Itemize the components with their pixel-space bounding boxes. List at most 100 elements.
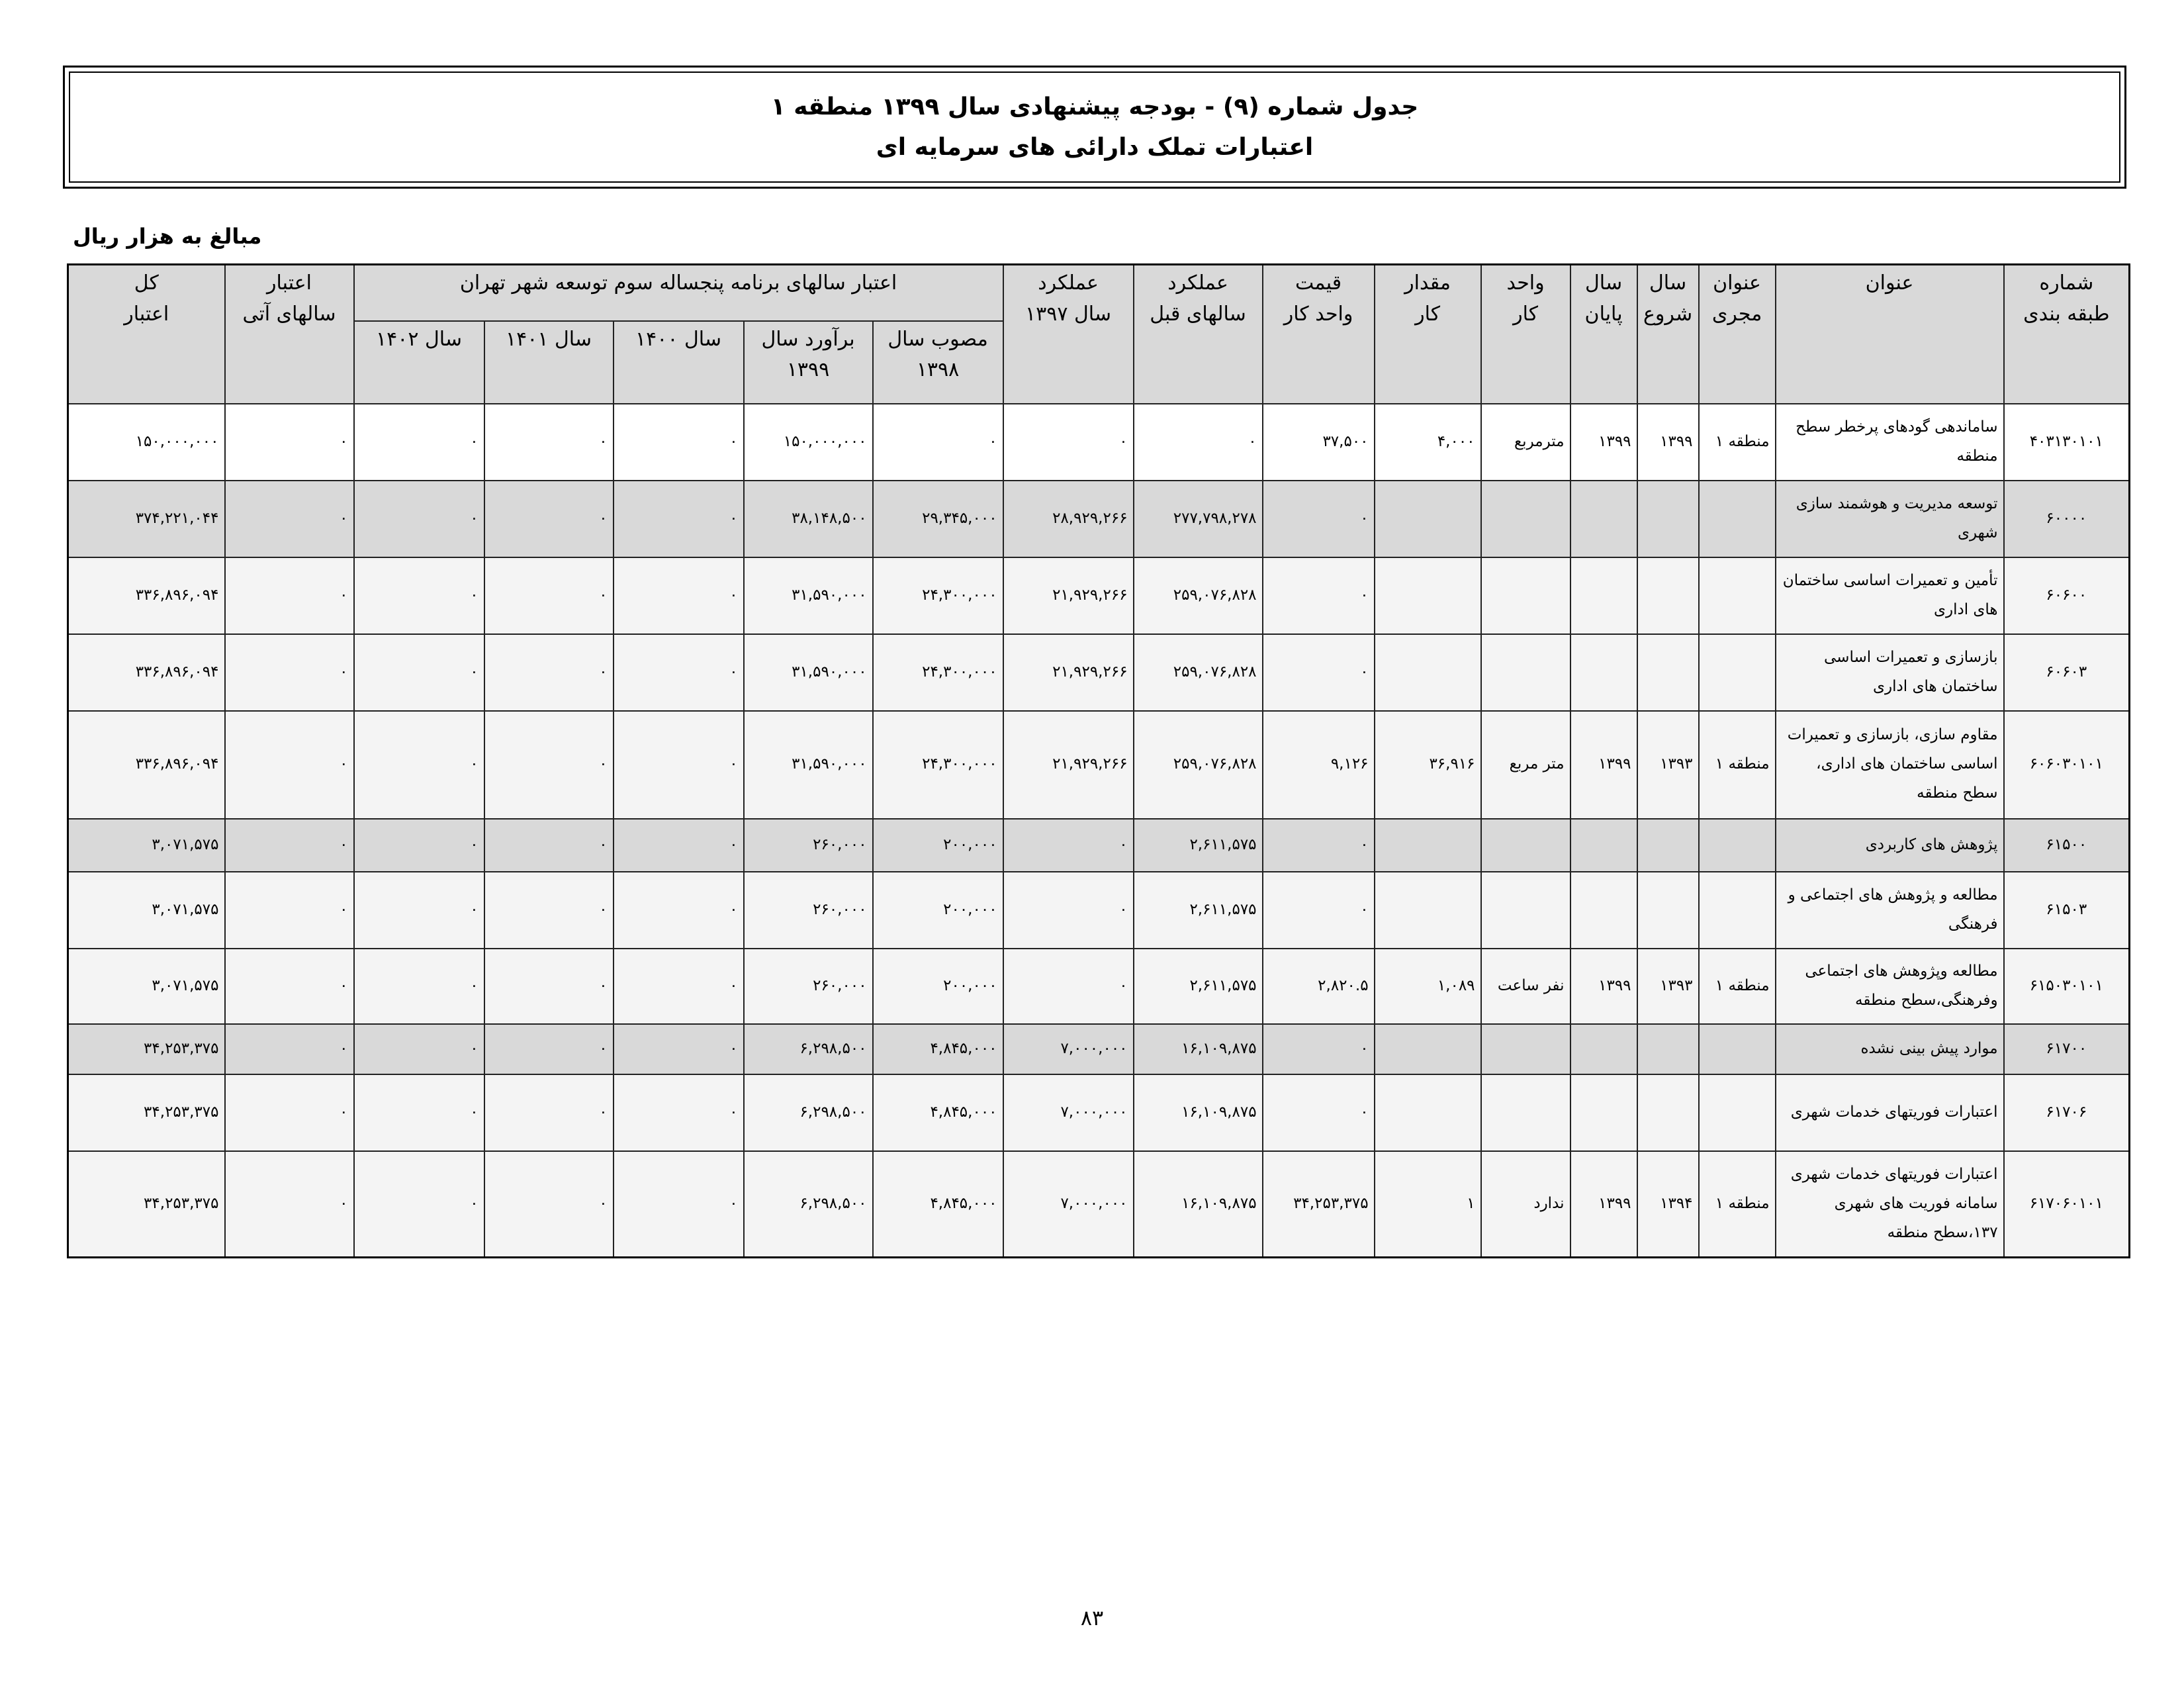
table-cell: ۰ <box>353 870 485 949</box>
table-cell: تأمین و تعمیرات اساسی ساختمان های اداری <box>1774 556 2005 635</box>
table-cell <box>1480 633 1571 712</box>
table-cell: ۲۰۰,۰۰۰ <box>872 818 1004 872</box>
table-cell <box>1569 556 1638 635</box>
header-text-line: عنوان <box>1865 271 1914 295</box>
table-cell <box>1480 1023 1571 1075</box>
table-cell: ۷,۰۰۰,۰۰۰ <box>1002 1023 1134 1075</box>
page-number: ۸۳ <box>1080 1605 1104 1630</box>
table-cell: ۲۵۹,۰۷۶,۸۲۸ <box>1132 556 1263 635</box>
budget-table: شماره طبقه بندی عنوان عنوان مجری سال شروع سال پا… <box>67 263 2131 1258</box>
table-cell: ۰ <box>483 710 614 820</box>
header-text-line: قیمت <box>1295 271 1342 295</box>
table-cell: ۰ <box>483 1150 614 1258</box>
header-text-line: شروع <box>1643 302 1693 326</box>
table-cell: ۰ <box>612 818 745 872</box>
header-text-line: سال ۱۴۰۲ <box>375 327 463 351</box>
table-cell <box>1373 479 1482 558</box>
table-cell: ۰ <box>1002 402 1134 481</box>
table-cell: توسعه مدیریت و هوشمند سازی شهری <box>1774 479 2005 558</box>
table-cell: ۴,۸۴۵,۰۰۰ <box>872 1150 1004 1258</box>
table-cell: ۲۰۰,۰۰۰ <box>872 947 1004 1025</box>
header-text-line: واحد کار <box>1283 302 1353 326</box>
header-text-line: سال ۱۳۹۷ <box>1025 302 1112 326</box>
table-cell: ۳۶,۹۱۶ <box>1373 710 1482 820</box>
table-cell: ۰ <box>1261 1023 1375 1075</box>
table-cell: ۰ <box>224 402 355 481</box>
table-cell <box>1480 870 1571 949</box>
header-text-line: اعتبار <box>124 302 169 326</box>
header-text-line: کار <box>1415 302 1440 326</box>
table-cell: متر مربع <box>1480 710 1571 820</box>
table-cell: ۰ <box>1261 556 1375 635</box>
table-cell <box>1569 479 1638 558</box>
subcolumn-header: مصوب سال ۱۳۹۸ <box>872 320 1004 404</box>
table-cell: ۲۹,۳۴۵,۰۰۰ <box>872 479 1004 558</box>
table-cell: ۱,۰۸۹ <box>1373 947 1482 1025</box>
header-text-line: عنوان <box>1713 271 1761 295</box>
table-cell: ۰ <box>353 710 485 820</box>
table-cell <box>1636 633 1700 712</box>
table-cell: ۶۱۵۰۳۰۱۰۱ <box>2003 947 2130 1025</box>
table-cell: ۴,۸۴۵,۰۰۰ <box>872 1073 1004 1152</box>
table-cell: ۳۱,۵۹۰,۰۰۰ <box>743 633 874 712</box>
table-row: ۶۱۵۰۳۰۱۰۱ مطالعه وپژوهش های اجتماعی وفرهن… <box>67 947 2130 1025</box>
table-cell <box>1698 1023 1776 1075</box>
table-cell: ۱۳۹۴ <box>1636 1150 1700 1258</box>
table-cell: منطقه ۱ <box>1698 947 1776 1025</box>
header-subrow: مصوب سال ۱۳۹۸ برآورد سال ۱۳۹۹ سال ۱۴۰۰ سال ۱۴… <box>68 320 2130 404</box>
table-cell: ۶,۲۹۸,۵۰۰ <box>743 1073 874 1152</box>
table-cell: ۰ <box>1002 818 1134 872</box>
table-cell: ۰ <box>224 818 355 872</box>
table-cell: ۳۷,۵۰۰ <box>1261 402 1375 481</box>
table-cell: ۳۳۶,۸۹۶,۰۹۴ <box>67 633 226 712</box>
header-text-line: عملکرد <box>1038 271 1099 295</box>
table-cell: ساماندهی گودهای پرخطر سطح منطقه <box>1774 402 2005 481</box>
table-body: ۴۰۳۱۳۰۱۰۱ ساماندهی گودهای پرخطر سطح منطقه… <box>67 402 2130 1258</box>
table-cell: ۰ <box>483 556 614 635</box>
table-cell <box>1480 479 1571 558</box>
table-cell: ۱۳۹۹ <box>1569 947 1638 1025</box>
table-cell: ۰ <box>612 710 745 820</box>
subcolumn-header: سال ۱۴۰۱ <box>483 320 614 404</box>
title-box: جدول شماره (۹) - بودجه پیشنهادی سال ۱۳۹۹… <box>63 66 2126 189</box>
table-cell: ۰ <box>483 947 614 1025</box>
header-text-line: مجری <box>1711 302 1762 326</box>
table-cell: ۰ <box>224 633 355 712</box>
table-cell <box>1569 633 1638 712</box>
table-cell: ۳۳۶,۸۹۶,۰۹۴ <box>67 710 226 820</box>
header-text-line: عملکرد <box>1167 271 1228 295</box>
table-row: ۶۰۶۰۳۰۱۰۱ مقاوم سازی، بازسازی و تعمیرات ا… <box>67 710 2130 820</box>
table-cell: ۰ <box>1261 633 1375 712</box>
header-row: شماره طبقه بندی عنوان عنوان مجری سال شروع سال پا… <box>67 263 2130 404</box>
header-text-line: کل <box>134 271 159 295</box>
table-cell: ۲,۶۱۱,۵۷۵ <box>1132 870 1263 949</box>
header-text-line: سال ۱۴۰۰ <box>635 327 722 351</box>
table-cell: ۶۰۰۰۰ <box>2003 479 2130 558</box>
table-row: ۶۱۷۰۶ اعتبارات فوریتهای خدمات شهری ۰ ۱۶,۱۰۹… <box>67 1073 2130 1152</box>
table-cell: ندارد <box>1480 1150 1571 1258</box>
table-cell: مقاوم سازی، بازسازی و تعمیرات اساسی ساخت… <box>1774 710 2005 820</box>
table-cell: ۰ <box>612 556 745 635</box>
table-cell: اعتبارات فوریتهای خدمات شهری سامانه فوری… <box>1774 1150 2005 1258</box>
table-cell: ۰ <box>483 479 614 558</box>
table-cell <box>1480 556 1571 635</box>
table-cell: ۹,۱۲۶ <box>1261 710 1375 820</box>
table-cell: ۰ <box>353 633 485 712</box>
table-cell <box>1569 818 1638 872</box>
table-cell <box>1373 870 1482 949</box>
table-cell <box>1636 1073 1700 1152</box>
table-cell: ۰ <box>353 402 485 481</box>
header-text-line: کار <box>1513 302 1538 326</box>
table-cell: ۲۴,۳۰۰,۰۰۰ <box>872 556 1004 635</box>
table-cell: ۰ <box>1261 1073 1375 1152</box>
table-row: ۶۰۰۰۰ توسعه مدیریت و هوشمند سازی شهری ۰ ۲۷۷… <box>67 479 2130 558</box>
table-cell: ۱۳۹۳ <box>1636 710 1700 820</box>
table-cell <box>1569 1023 1638 1075</box>
table-cell: ۲۵۹,۰۷۶,۸۲۸ <box>1132 633 1263 712</box>
table-cell: ۶۱۷۰۶ <box>2003 1073 2130 1152</box>
table-row: ۶۱۷۰۶۰۱۰۱ اعتبارات فوریتهای خدمات شهری سا… <box>67 1150 2130 1258</box>
table-cell <box>1698 1073 1776 1152</box>
table-cell: مطالعه و پژوهش های اجتماعی و فرهنگی <box>1774 870 2005 949</box>
table-cell: ۰ <box>483 818 614 872</box>
header-text-line: طبقه بندی <box>2023 302 2110 326</box>
